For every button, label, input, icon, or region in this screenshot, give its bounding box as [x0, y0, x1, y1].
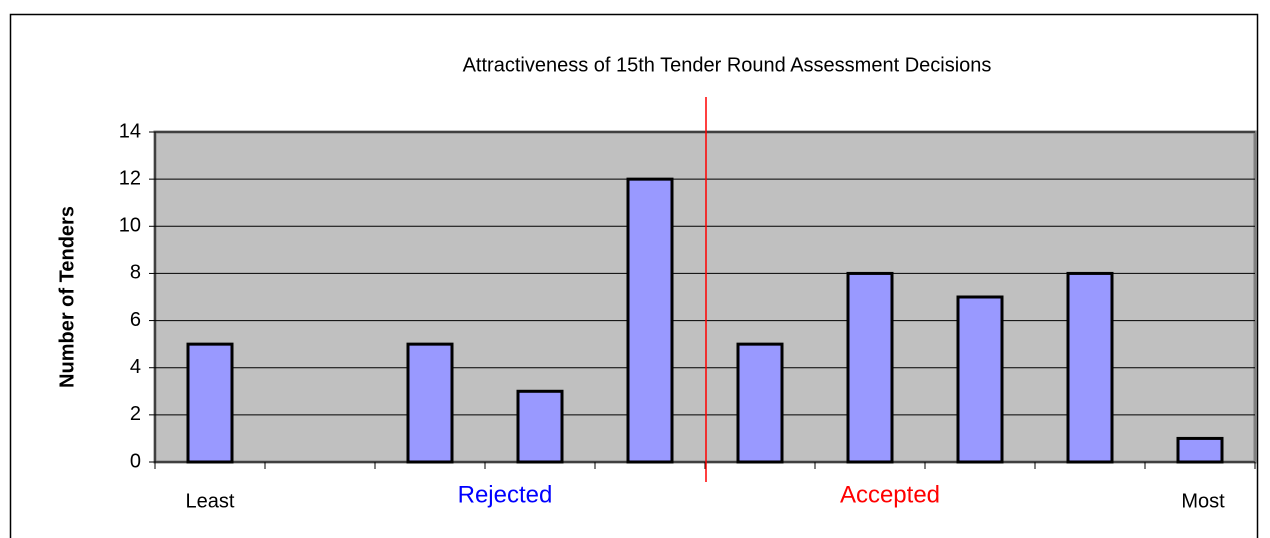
y-tick-label: 6: [130, 309, 141, 331]
bar: [1066, 271, 1114, 464]
y-tick-label: 0: [130, 450, 141, 472]
y-axis-label: Number of Tenders: [56, 206, 78, 388]
annotation: Most: [1181, 490, 1225, 512]
bar: [956, 295, 1004, 464]
chart-title: Attractiveness of 15th Tender Round Asse…: [463, 54, 992, 76]
y-tick-label: 4: [130, 356, 141, 378]
bar: [406, 342, 454, 464]
bar: [1176, 436, 1224, 464]
y-tick-label: 12: [119, 167, 141, 189]
annotation: Rejected: [458, 481, 553, 508]
bar: [516, 389, 564, 464]
y-tick-label: 10: [119, 215, 141, 237]
annotation: Least: [186, 490, 235, 512]
y-tick-label: 2: [130, 403, 141, 425]
bar: [626, 177, 674, 464]
annotation: Accepted: [840, 481, 940, 508]
bar: [736, 342, 784, 464]
y-tick-label: 14: [119, 120, 141, 142]
bar: [186, 342, 234, 464]
y-tick-label: 8: [130, 262, 141, 284]
bar: [846, 271, 894, 464]
